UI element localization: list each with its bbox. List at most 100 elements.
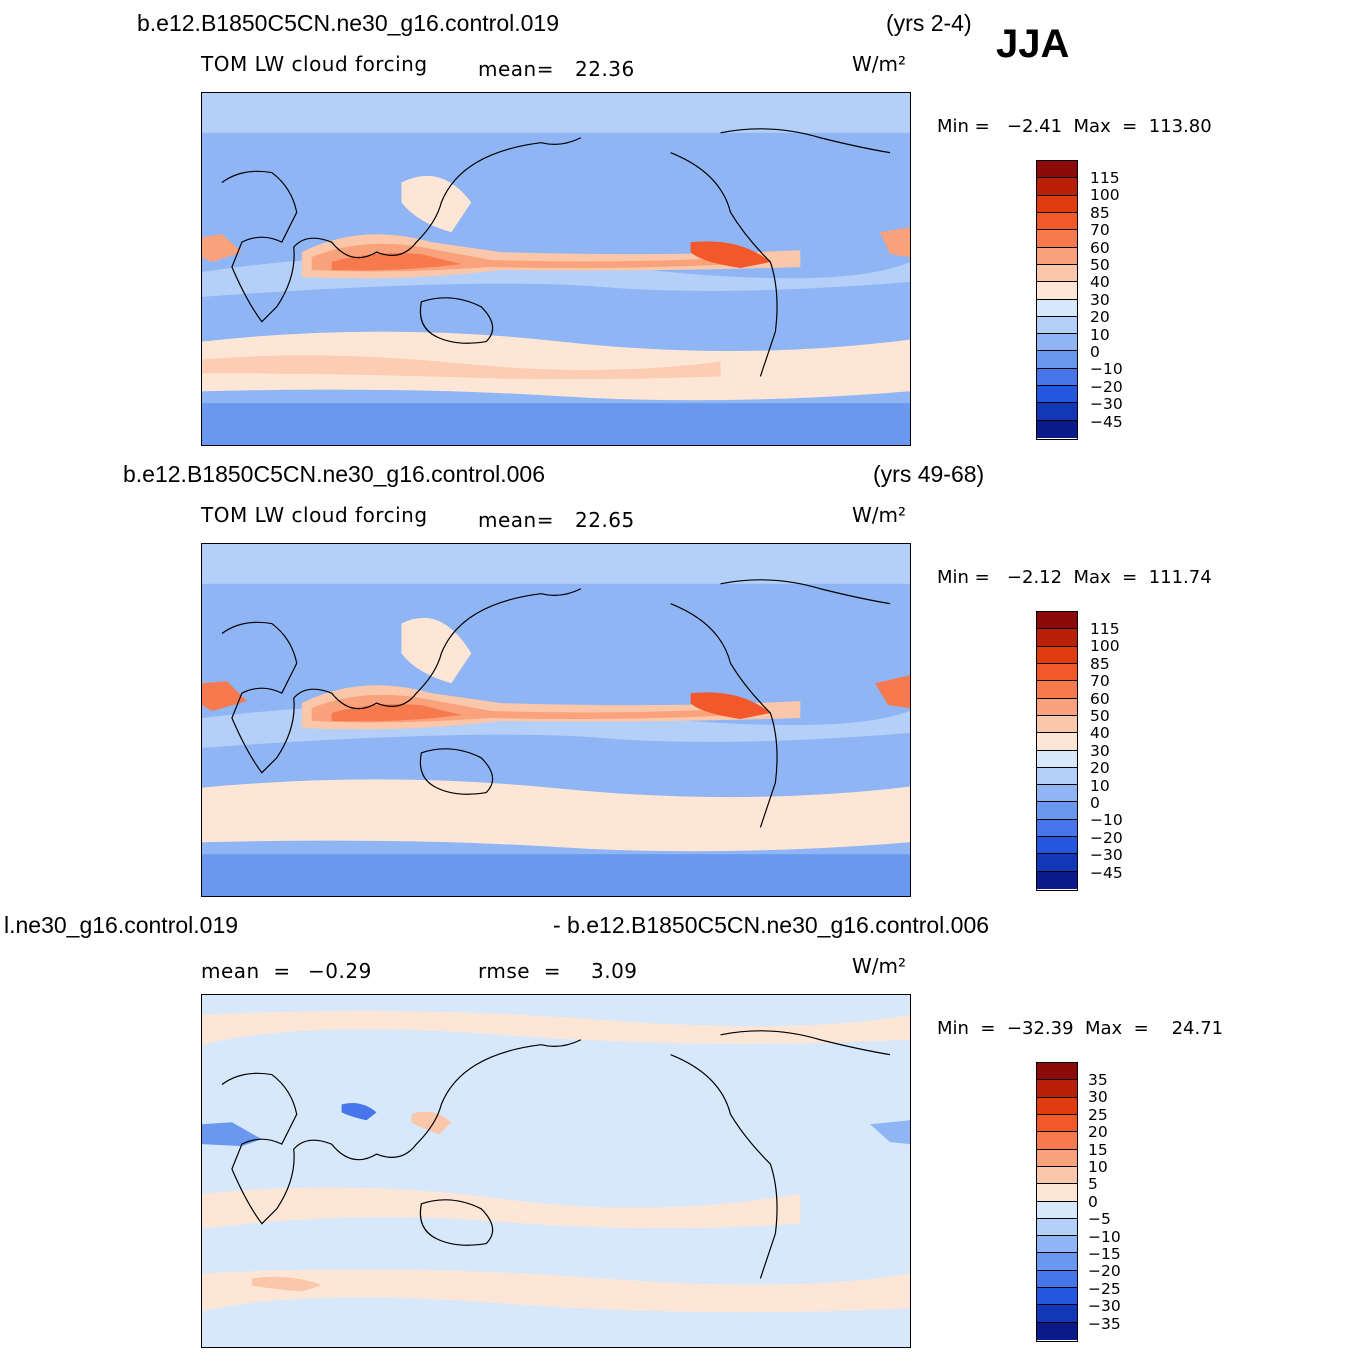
colorbar-label: 50 [1090, 707, 1110, 726]
colorbar-label: −35 [1088, 1314, 1121, 1333]
colorbar-swatch [1037, 212, 1077, 231]
colorbar-swatch [1037, 871, 1077, 889]
colorbar-label: 70 [1090, 221, 1110, 240]
colorbar-swatch [1037, 178, 1077, 196]
panel1-years: (yrs 2-4) [886, 10, 972, 36]
panel1-title: b.e12.B1850C5CN.ne30_g16.control.019 [137, 10, 559, 36]
colorbar-label: 10 [1090, 325, 1110, 344]
colorbar-swatch [1037, 1201, 1077, 1219]
colorbar-label: −45 [1090, 863, 1123, 882]
colorbar-swatch [1037, 733, 1077, 751]
panel1-map-field [202, 93, 910, 445]
colorbar-label: 70 [1090, 672, 1110, 691]
panel2-mean-value: 22.65 [575, 508, 635, 532]
colorbar-swatch [1037, 403, 1077, 421]
panel3-map [201, 994, 911, 1348]
panel3-mean-value: −0.29 [308, 959, 372, 983]
colorbar-swatch [1037, 767, 1077, 786]
colorbar-swatch [1037, 785, 1077, 803]
colorbar-label: −20 [1090, 377, 1123, 396]
colorbar-label: −25 [1088, 1279, 1121, 1298]
colorbar-swatch [1037, 247, 1077, 265]
colorbar-swatch [1037, 819, 1077, 838]
panel3-title-left: l.ne30_g16.control.019 [4, 912, 239, 938]
colorbar-label: 10 [1090, 776, 1110, 795]
colorbar-swatch [1037, 1132, 1077, 1150]
colorbar-swatch [1037, 1305, 1077, 1323]
panel3-units: W/m² [852, 954, 907, 978]
colorbar-swatch [1037, 629, 1077, 647]
colorbar-swatch [1037, 1218, 1077, 1237]
colorbar-label: 20 [1090, 759, 1110, 778]
colorbar-swatch [1037, 386, 1077, 404]
colorbar-swatch [1037, 368, 1077, 387]
colorbar-label: 100 [1090, 637, 1120, 656]
colorbar-swatch [1037, 1149, 1077, 1167]
colorbar-label: −30 [1088, 1297, 1121, 1316]
colorbar-label: −15 [1088, 1245, 1121, 1264]
colorbar-swatch [1037, 854, 1077, 872]
colorbar-swatch [1037, 161, 1077, 179]
panel2-units: W/m² [852, 503, 907, 527]
colorbar-label: −10 [1088, 1227, 1121, 1246]
colorbar-label: 100 [1090, 186, 1120, 205]
panel3-map-field [202, 995, 910, 1347]
colorbar-label: 85 [1090, 654, 1110, 673]
panel2-mean-label: mean= [478, 508, 554, 532]
colorbar-swatch [1037, 1063, 1077, 1081]
panel3-mean-label: mean = [201, 959, 291, 983]
colorbar-swatch [1037, 1184, 1077, 1202]
colorbar-label: 5 [1088, 1175, 1098, 1194]
colorbar-label: −30 [1090, 846, 1123, 865]
panel3-colorbar-labels: 35 30 25 20 15 10 5 0 −5 −10 −15 −20 −25 −30 −35 [1088, 1071, 1121, 1333]
panel2-map [201, 543, 911, 897]
panel2-years: (yrs 49-68) [873, 461, 985, 487]
colorbar-label: 60 [1090, 238, 1110, 257]
colorbar-swatch [1037, 282, 1077, 300]
colorbar-swatch [1037, 698, 1077, 716]
colorbar-swatch [1037, 1097, 1077, 1115]
colorbar-label: 30 [1090, 290, 1110, 309]
panel2-minmax: Min = −2.12 Max = 111.74 [937, 567, 1212, 588]
panel3-colorbar [1036, 1062, 1078, 1342]
colorbar-label: 35 [1088, 1071, 1108, 1089]
panel1-map [201, 92, 911, 446]
colorbar-swatch [1037, 1166, 1077, 1185]
colorbar-swatch [1037, 316, 1077, 335]
panel2-colorbar-labels: 115 100 85 70 60 50 40 30 20 10 0 −10 −20 −30 −45 [1090, 620, 1123, 882]
colorbar-label: 115 [1090, 169, 1120, 187]
colorbar-label: 0 [1090, 794, 1100, 813]
colorbar-swatch [1037, 681, 1077, 699]
colorbar-label: −10 [1090, 811, 1123, 830]
panel1-minmax: Min = −2.41 Max = 113.80 [937, 116, 1212, 137]
panel1-variable: TOM LW cloud forcing [201, 52, 428, 76]
panel1-mean-value: 22.36 [575, 57, 635, 81]
panel3-minmax: Min = −32.39 Max = 24.71 [937, 1018, 1224, 1039]
colorbar-swatch [1037, 1080, 1077, 1098]
colorbar-swatch [1037, 195, 1077, 213]
colorbar-swatch [1037, 646, 1077, 664]
panel2-title: b.e12.B1850C5CN.ne30_g16.control.006 [123, 461, 545, 487]
colorbar-label: 40 [1090, 724, 1110, 743]
colorbar-label: 30 [1088, 1088, 1108, 1107]
colorbar-label: 15 [1088, 1140, 1108, 1159]
colorbar-swatch [1037, 715, 1077, 734]
colorbar-label: −5 [1088, 1210, 1111, 1229]
panel3-rmse-label: rmse = [478, 959, 562, 983]
colorbar-swatch [1037, 230, 1077, 248]
colorbar-swatch [1037, 1253, 1077, 1271]
panel1-colorbar [1036, 160, 1078, 440]
colorbar-swatch [1037, 1236, 1077, 1254]
panel3-title-right: - b.e12.B1850C5CN.ne30_g16.control.006 [553, 912, 990, 938]
colorbar-label: −45 [1090, 412, 1123, 431]
colorbar-swatch [1037, 351, 1077, 369]
colorbar-label: 115 [1090, 620, 1120, 638]
panel1-units: W/m² [852, 52, 907, 76]
colorbar-label: −20 [1088, 1262, 1121, 1281]
colorbar-label: −20 [1090, 828, 1123, 847]
panel1-colorbar-labels: 115 100 85 70 60 50 40 30 20 10 0 −10 −20 −30 −45 [1090, 169, 1123, 431]
colorbar-label: 85 [1090, 203, 1110, 222]
season-label: JJA [996, 22, 1070, 66]
colorbar-swatch [1037, 837, 1077, 855]
colorbar-label: 40 [1090, 273, 1110, 292]
